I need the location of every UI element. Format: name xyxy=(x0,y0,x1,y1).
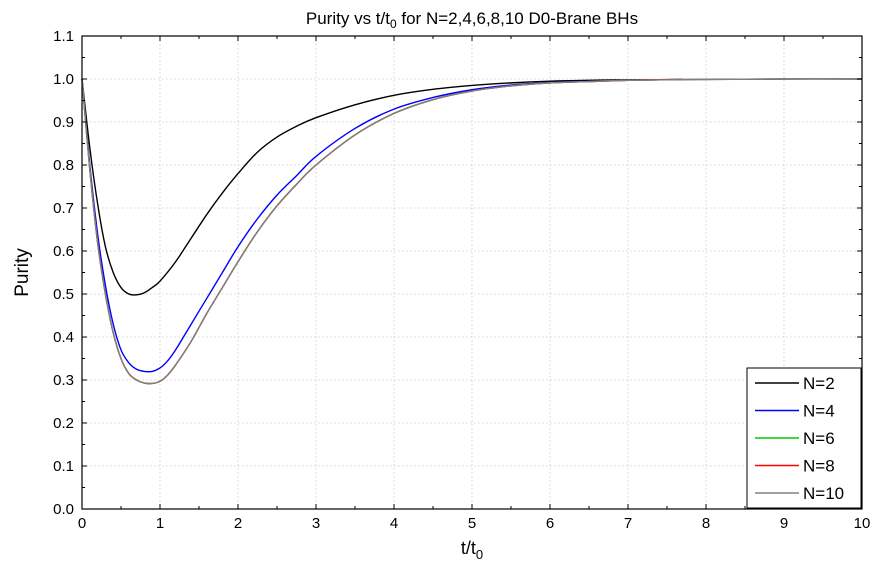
axis-ticks: 0 1 2 3 4 5 6 7 8 9 10 0.0 0.1 0.2 0.3 0.4 0.5 0.6 0.7 0.8 0… xyxy=(53,28,870,532)
grid-lines xyxy=(82,36,862,509)
y-tick-label: 0.6 xyxy=(53,243,74,260)
x-axis-label-sub: 0 xyxy=(476,547,483,562)
x-axis-label: t/t0 xyxy=(461,538,483,562)
y-tick-label: 0.2 xyxy=(53,415,74,432)
chart-title-main: Purity vs t/t xyxy=(306,9,390,28)
series-line-n8 xyxy=(81,78,683,385)
x-tick-label: 8 xyxy=(702,515,710,532)
chart-title-sub: 0 xyxy=(390,17,397,31)
chart-title-rest: for N=2,4,6,8,10 D0-Brane BHs xyxy=(397,9,638,28)
y-axis-label: Purity xyxy=(12,248,33,297)
legend-label: N=10 xyxy=(803,484,844,503)
legend-label: N=6 xyxy=(803,429,835,448)
x-tick-label: 4 xyxy=(390,515,398,532)
x-tick-label: 6 xyxy=(546,515,554,532)
x-tick-label: 10 xyxy=(854,515,871,532)
x-tick-label: 0 xyxy=(78,515,86,532)
chart-title: Purity vs t/t0 for N=2,4,6,8,10 D0-Brane… xyxy=(306,9,638,31)
y-tick-label: 1.0 xyxy=(53,71,74,88)
legend-label: N=2 xyxy=(803,374,835,393)
legend: N=2 N=4 N=6 N=8 N=10 xyxy=(746,367,862,509)
legend-label: N=8 xyxy=(803,457,835,476)
y-tick-label: 0.1 xyxy=(53,458,74,475)
y-tick-label: 0.9 xyxy=(53,114,74,131)
y-tick-label: 0.4 xyxy=(53,329,74,346)
x-tick-label: 3 xyxy=(312,515,320,532)
y-tick-label: 0.5 xyxy=(53,286,74,303)
series-line-n6 xyxy=(81,78,683,385)
x-axis-label-main: t/t xyxy=(461,538,476,558)
x-tick-label: 5 xyxy=(468,515,476,532)
series-line-n2 xyxy=(81,78,863,296)
x-tick-label: 7 xyxy=(624,515,632,532)
y-tick-label: 0.8 xyxy=(53,157,74,174)
series-lines xyxy=(81,78,863,385)
y-tick-label: 0.7 xyxy=(53,200,74,217)
y-tick-label: 1.1 xyxy=(53,28,74,45)
x-tick-label: 1 xyxy=(156,515,164,532)
x-tick-label: 9 xyxy=(780,515,788,532)
legend-label: N=4 xyxy=(803,402,835,421)
y-tick-label: 0.3 xyxy=(53,372,74,389)
series-line-n10 xyxy=(81,78,863,385)
x-tick-label: 2 xyxy=(234,515,242,532)
y-tick-label: 0.0 xyxy=(53,501,74,518)
series-line-n4 xyxy=(81,78,683,373)
